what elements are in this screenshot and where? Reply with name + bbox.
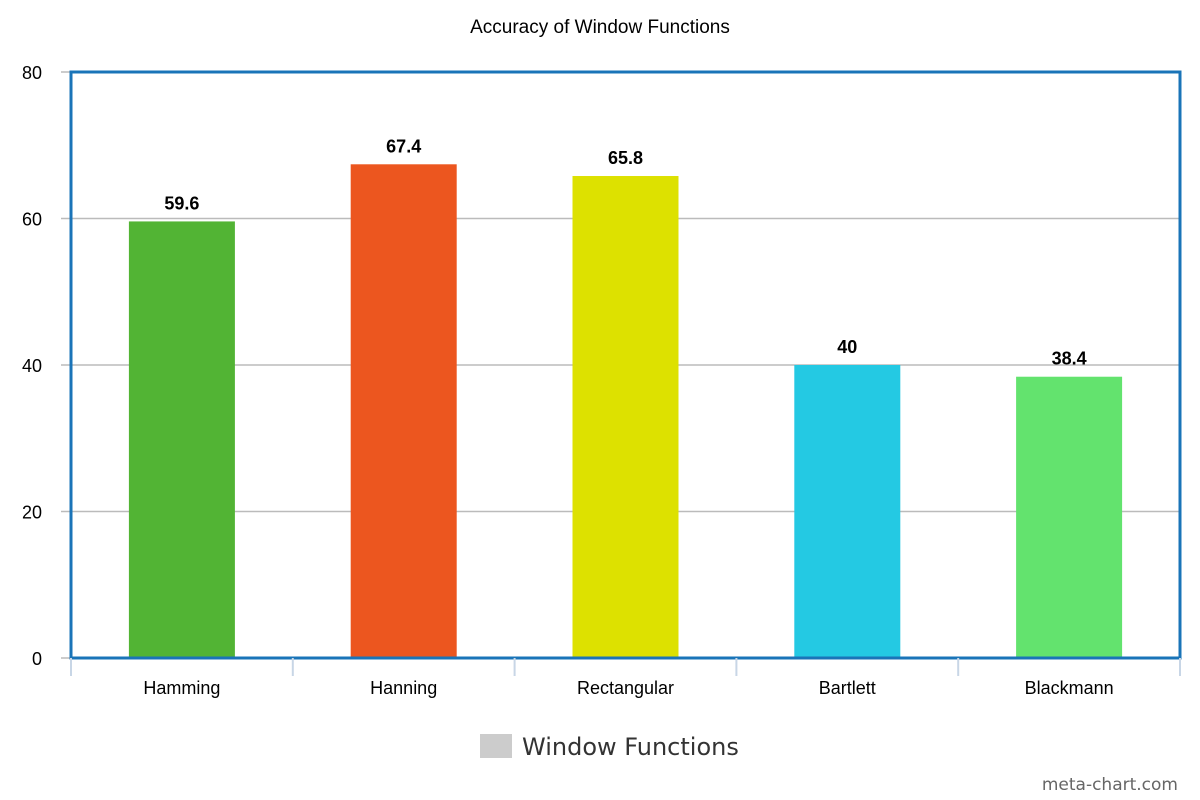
x-category-label: Hanning	[370, 678, 437, 698]
data-label: 59.6	[164, 193, 199, 213]
y-tick-label: 80	[22, 63, 42, 83]
legend-swatch	[480, 734, 512, 758]
legend-label: Window Functions	[522, 733, 739, 761]
bar-hamming[interactable]	[128, 221, 235, 658]
x-axis: Hamming Hanning Rectangular Bartlett Blackma…	[70, 658, 1181, 698]
y-axis-ticks: 0 20 40 60 80	[22, 63, 71, 669]
watermark-text: meta-chart.com	[1042, 775, 1178, 795]
x-category-label: Bartlett	[819, 678, 876, 698]
x-category-label: Rectangular	[577, 678, 674, 698]
y-tick-label: 60	[22, 210, 42, 230]
x-category-label: Hamming	[143, 678, 220, 698]
plot-area-border	[69, 70, 1182, 660]
data-label: 38.4	[1052, 349, 1087, 369]
bar-blackmann[interactable]	[1016, 376, 1123, 658]
y-tick-label: 0	[32, 649, 42, 669]
bar-rectangular[interactable]	[572, 176, 679, 658]
x-category-label: Blackmann	[1025, 678, 1114, 698]
legend[interactable]: Window Functions	[480, 733, 739, 761]
data-label: 67.4	[386, 136, 421, 156]
bar-hanning[interactable]	[350, 164, 457, 659]
chart-title: Accuracy of Window Functions	[470, 17, 730, 38]
data-labels: 59.6 67.4 65.8 40 38.4	[164, 136, 1086, 368]
data-label: 40	[837, 337, 857, 357]
data-label: 65.8	[608, 148, 643, 168]
y-tick-label: 20	[22, 503, 42, 523]
bars	[128, 164, 1123, 659]
bar-bartlett[interactable]	[794, 365, 901, 658]
y-tick-label: 40	[22, 356, 42, 376]
